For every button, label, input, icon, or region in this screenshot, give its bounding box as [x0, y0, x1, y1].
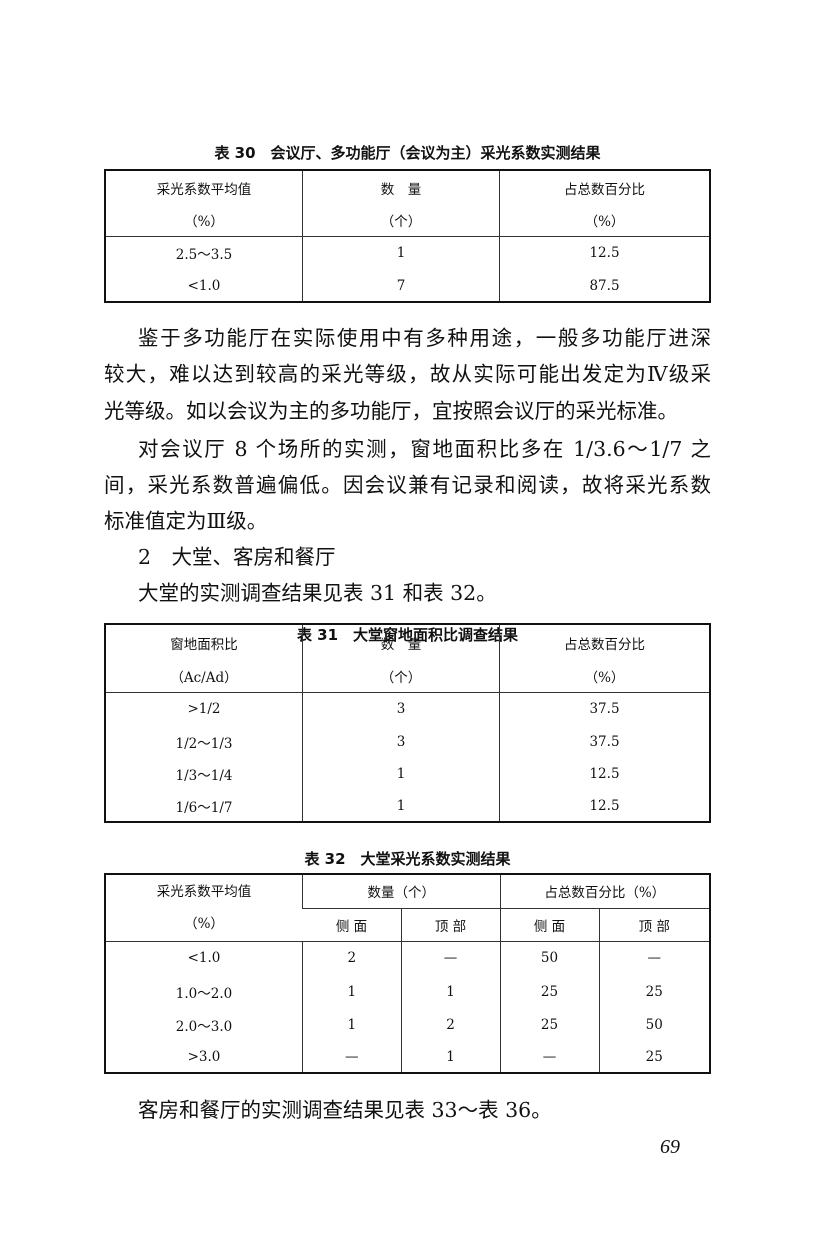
cell: 1 — [302, 790, 500, 822]
cell: 2.5～3.5 — [175, 247, 233, 264]
paragraph-line: 鉴于多功能厅在实际使用中有多种用途，一般多功能厅进深 — [138, 326, 711, 350]
cell: 50 — [598, 1008, 710, 1041]
cell: 1/2～1/3 — [175, 736, 233, 752]
cell: 1 — [400, 975, 500, 1008]
page-number: 69 — [660, 1136, 680, 1158]
table-row: 2.5～3.5 1 12.5 — [105, 236, 710, 270]
t31-h3b: （%） — [499, 660, 710, 693]
t32-h1: 采光系数平均值 （%） — [105, 874, 303, 942]
cell: 2.0～3.0 — [175, 1018, 233, 1035]
cell: 1 — [302, 758, 500, 790]
cell: 7 — [302, 270, 500, 302]
t30-h2: 数 量 — [302, 170, 500, 204]
table-row: 2.0～3.0 1 2 25 50 — [105, 1008, 710, 1041]
cell: >3.0 — [187, 1048, 221, 1065]
table-row: <1.0 2—50— — [105, 941, 710, 975]
cell: — — [499, 1041, 599, 1073]
table-row: 1/2～1/3 3 37.5 — [105, 726, 710, 758]
cell: <1.0 — [187, 277, 221, 294]
cell: 3 — [302, 726, 500, 758]
cell: 25 — [499, 975, 599, 1008]
table32: 采光系数平均值 （%） 数量（个） 占总数百分比（%） 侧 面顶 部侧 面顶 部 <1… — [104, 873, 711, 1074]
cell: 87.5 — [499, 270, 710, 302]
cell: 1 — [302, 1008, 401, 1041]
cell: 25 — [598, 975, 710, 1008]
t30-h2b: （个） — [302, 204, 500, 237]
cell: — — [400, 941, 500, 975]
table-row: >3.0—1—25 — [105, 1041, 710, 1073]
table-row: <1.0 7 87.5 — [105, 270, 710, 302]
cell: 1 — [302, 236, 500, 270]
t30-h3b: （%） — [499, 204, 710, 237]
t31-h2: 数 量 — [302, 624, 500, 660]
table31: 窗地面积比 数 量占总数百分比 （Ac/Ad） （个） （%） >1/2 3 37.5 1… — [104, 623, 711, 823]
cell: 2 — [302, 941, 401, 975]
t32-sub: 侧 面 — [302, 908, 401, 942]
cell: <1.0 — [187, 950, 221, 967]
t32-h1a: 采光系数平均值 — [156, 883, 252, 900]
cell: 1 — [400, 1041, 500, 1073]
table32-caption: 表 32 大堂采光系数实测结果 — [304, 850, 511, 868]
paragraph-line: 间，采光系数普遍偏低。因会议兼有记录和阅读，故将采光系数 — [104, 473, 711, 497]
section-heading: 2 大堂、客房和餐厅 — [138, 545, 336, 569]
t30-h1b: （%） — [105, 204, 303, 237]
cell: 12.5 — [499, 790, 710, 822]
cell: 37.5 — [499, 692, 710, 726]
cell: 50 — [499, 941, 599, 975]
cell: 25 — [499, 1008, 599, 1041]
paragraph-line: 较大，难以达到较高的采光等级，故从实际可能出发定为Ⅳ级采 — [104, 362, 711, 386]
t31-h2b: （个） — [302, 660, 500, 693]
cell: 37.5 — [499, 726, 710, 758]
cell: 12.5 — [499, 758, 710, 790]
cell: — — [302, 1041, 401, 1073]
t31-h1b: （Ac/Ad） — [105, 660, 303, 693]
t31-h1: 窗地面积比 — [170, 636, 238, 653]
table30-caption: 表 30 会议厅、多功能厅（会议为主）采光系数实测结果 — [214, 144, 601, 162]
paragraph-line: 大堂的实测调查结果见表 31 和表 32。 — [138, 581, 497, 605]
t32-sub: 顶 部 — [598, 908, 710, 942]
table30: 采光系数平均值数 量占总数百分比 （%） （个） （%） 2.5～3.5 1 12.5 … — [104, 169, 711, 303]
cell: 1/6～1/7 — [175, 799, 233, 816]
cell: 3 — [302, 692, 500, 726]
t31-h3: 占总数百分比 — [499, 624, 710, 660]
t32-group2: 占总数百分比（%） — [499, 874, 710, 909]
cell: 2 — [400, 1008, 500, 1041]
t32-group1: 数量（个） — [302, 874, 500, 909]
paragraph-line: 标准值定为Ⅲ级。 — [104, 509, 268, 533]
t30-h1: 采光系数平均值 — [156, 181, 252, 198]
table-row: 1.0～2.0 1 1 25 25 — [105, 975, 710, 1008]
closing-line: 客房和餐厅的实测调查结果见表 33～表 36。 — [138, 1098, 552, 1122]
t32-sub: 顶 部 — [400, 908, 500, 942]
table-row: 1/6～1/7 1 12.5 — [105, 790, 710, 822]
table-row: >1/2 3 37.5 — [105, 692, 710, 726]
cell: >1/2 — [187, 701, 221, 718]
cell: 1.0～2.0 — [175, 985, 233, 1002]
cell: 12.5 — [499, 236, 710, 270]
table-row: 1/3～1/4 1 12.5 — [105, 758, 710, 790]
cell: 25 — [598, 1041, 710, 1073]
cell: 1 — [302, 975, 401, 1008]
t32-h1b: （%） — [184, 915, 224, 932]
cell: — — [598, 941, 710, 975]
paragraph-line: 对会议厅 8 个场所的实测，窗地面积比多在 1/3.6～1/7 之 — [138, 437, 711, 461]
paragraph-line: 光等级。如以会议为主的多功能厅，宜按照会议厅的采光标准。 — [104, 399, 678, 423]
t30-h3: 占总数百分比 — [499, 170, 710, 204]
cell: 1/3～1/4 — [175, 768, 233, 784]
t32-sub: 侧 面 — [499, 908, 599, 942]
